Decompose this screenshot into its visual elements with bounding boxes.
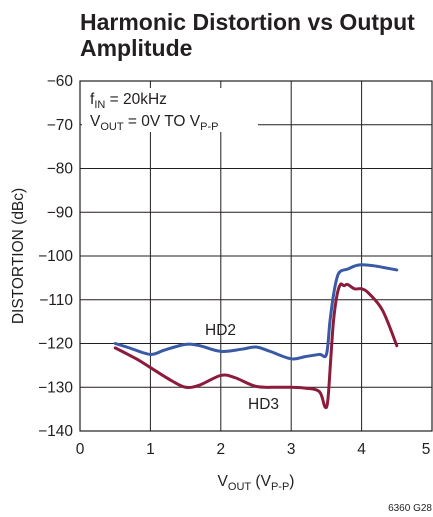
x-tick-label: 0 — [76, 441, 85, 458]
grid — [80, 81, 432, 431]
chart-title-line-1: Harmonic Distortion vs Output — [80, 9, 415, 35]
chart-title-line-2: Amplitude — [80, 35, 192, 61]
annotation-fin: fIN = 20kHz — [90, 91, 167, 111]
y-tick-label: −120 — [38, 336, 73, 353]
x-tick-label: 3 — [287, 441, 296, 458]
y-tick-label: −90 — [47, 204, 74, 221]
y-tick-label: −60 — [47, 73, 74, 90]
y-axis-label: DISTORTION (dBc) — [10, 188, 27, 324]
y-tick-label: −100 — [38, 248, 73, 265]
x-tick-labels: 0 1 2 3 4 5 — [76, 441, 431, 458]
annotation-vout: VOUT = 0V TO VP-P — [90, 113, 218, 133]
x-axis-label: VOUT (VP-P) — [218, 473, 295, 493]
series-group — [113, 263, 399, 410]
x-tick-label: 2 — [216, 441, 225, 458]
x-tick-label: 1 — [146, 441, 155, 458]
x-tick-label: 4 — [357, 441, 366, 458]
x-tick-label: 5 — [422, 441, 431, 458]
y-tick-label: −140 — [38, 423, 73, 440]
y-tick-labels: −60 −70 −80 −90 −100 −110 −120 −130 −140 — [38, 73, 73, 440]
y-tick-label: −130 — [38, 379, 73, 396]
y-tick-label: −110 — [39, 292, 73, 309]
series-label-hd2: HD2 — [205, 322, 236, 339]
figure-code: 6360 G28 — [388, 503, 432, 514]
series-label-hd3: HD3 — [248, 396, 279, 413]
plot-frame — [79, 80, 433, 432]
y-tick-label: −80 — [47, 161, 74, 178]
series-line-hd3 — [113, 282, 399, 410]
y-tick-label: −70 — [47, 117, 74, 134]
annotation-background — [82, 88, 258, 132]
series-line-hd2 — [113, 263, 399, 361]
